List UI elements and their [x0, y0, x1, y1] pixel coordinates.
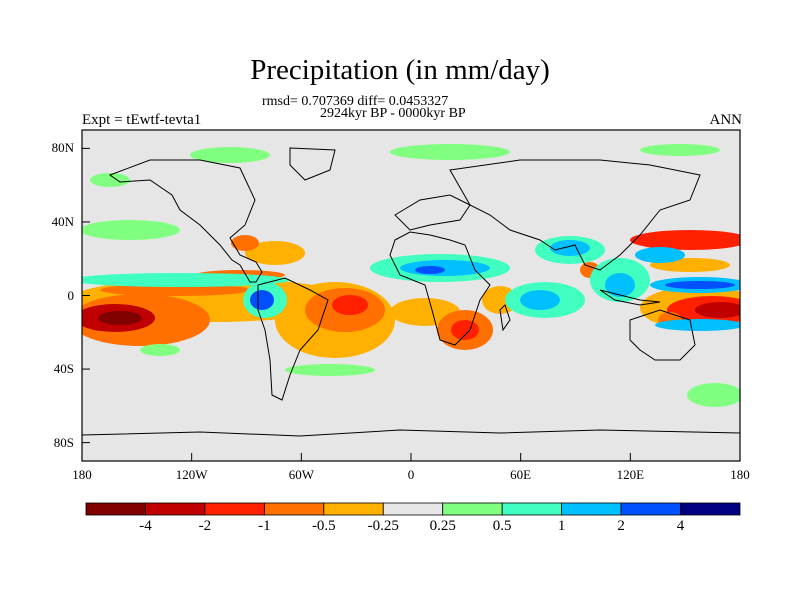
axis-ticks — [81, 147, 741, 461]
colorbar-label: -2 — [198, 518, 212, 534]
x-tick-label: 120W — [175, 467, 208, 482]
colorbar-label: 2 — [617, 518, 625, 534]
colorbar-swatch — [680, 502, 741, 516]
season-label: ANN — [709, 112, 743, 128]
x-tick-label: 180 — [730, 467, 750, 482]
anomaly-contours — [82, 144, 740, 407]
colorbar-label: 0.5 — [492, 518, 512, 534]
colorbar-label: 4 — [676, 518, 685, 534]
y-tick-label: 40S — [53, 361, 74, 377]
x-tick-label: 0 — [407, 467, 415, 482]
colorbar-swatch — [204, 502, 265, 516]
y-tick-label: 80N — [51, 140, 74, 156]
coastlines — [82, 147, 740, 437]
colorbar-label: 0.25 — [429, 518, 456, 534]
colorbar-swatch — [561, 502, 622, 516]
map-title: Precipitation (in mm/day) — [250, 54, 550, 86]
colorbar-swatch — [85, 502, 146, 516]
x-tick-label: 60W — [288, 467, 314, 482]
colorbar-label: -1 — [258, 518, 271, 534]
colorbar-label: 1 — [557, 518, 566, 534]
stats-label: rmsd= 0.707369 diff= 0.0453327 — [262, 94, 449, 109]
colorbar-swatch — [263, 502, 325, 516]
x-tick-label: 120E — [616, 467, 645, 482]
colorbar-swatch — [442, 502, 503, 516]
period-label: 2924kyr BP - 0000kyr BP — [320, 106, 466, 121]
x-tick-label: 180 — [72, 467, 92, 482]
colorbar-label: -0.25 — [367, 518, 399, 534]
colorbar-swatch — [323, 502, 384, 516]
colorbar-swatch — [145, 502, 206, 516]
colorbar-label: -4 — [139, 518, 152, 534]
colorbar-swatch — [382, 502, 444, 516]
colorbar-swatch — [501, 502, 563, 516]
colorbar-swatch — [620, 502, 681, 516]
y-tick-label: 80S — [53, 434, 74, 450]
colorbar — [85, 502, 741, 516]
colorbar-label: -0.5 — [311, 518, 336, 534]
y-tick-label: 0 — [67, 287, 75, 303]
y-tick-label: 40N — [51, 213, 74, 229]
x-tick-label: 60E — [510, 467, 532, 482]
experiment-label: Expt = tEwtf-tevta1 — [82, 112, 202, 128]
